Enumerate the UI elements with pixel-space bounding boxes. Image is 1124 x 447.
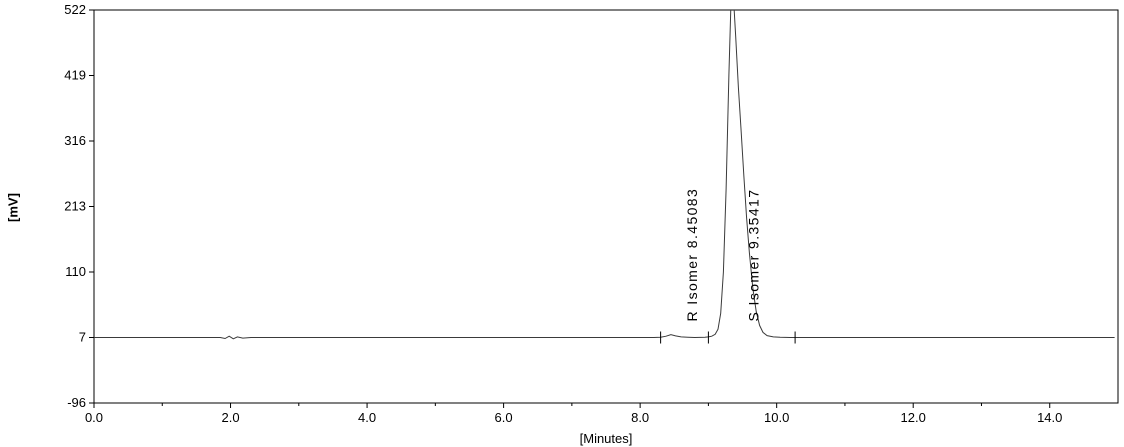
x-tick-label: 4.0 [358,410,376,425]
y-tick-label: 316 [64,133,86,148]
chromatogram-trace [94,10,1115,340]
peak-label: R Isomer 8.45083 [684,188,700,322]
x-tick-label: 14.0 [1037,410,1062,425]
x-tick-label: 8.0 [631,410,649,425]
y-tick-label: 522 [64,2,86,17]
y-tick-label: 7 [79,330,86,345]
x-tick-label: 0.0 [85,410,103,425]
x-tick-label: 2.0 [221,410,239,425]
y-tick-label: -96 [67,395,86,410]
x-axis-title: [Minutes] [579,431,633,446]
plot-border [93,9,1119,404]
x-tick-label: 12.0 [901,410,926,425]
y-tick-label: 213 [64,199,86,214]
peak-label: S Isomer 9.35417 [746,189,762,322]
x-tick-label: 6.0 [495,410,513,425]
y-tick-label: 419 [64,68,86,83]
y-axis-title: [mV] [5,193,21,222]
x-tick-label: 10.0 [764,410,789,425]
y-tick-label: 110 [65,264,86,279]
